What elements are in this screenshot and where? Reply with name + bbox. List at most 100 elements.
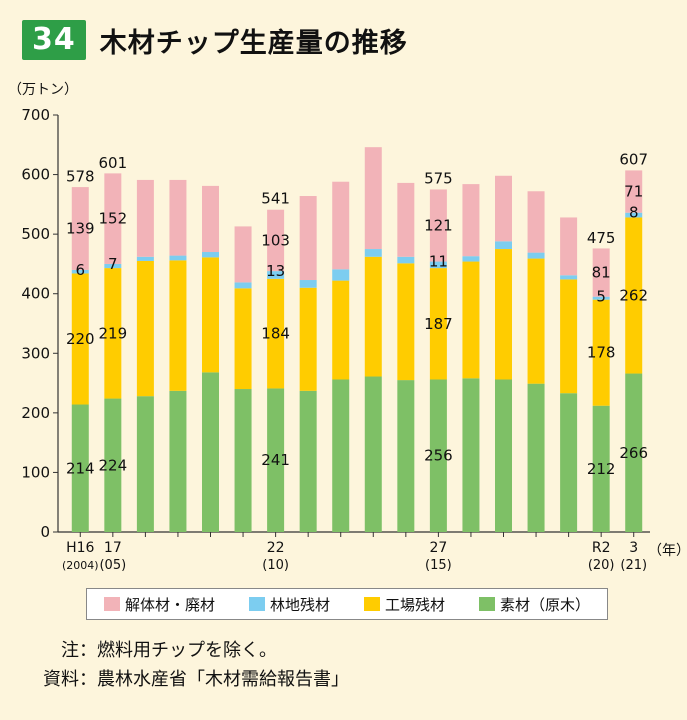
- data-label-forest: 8: [629, 204, 639, 222]
- note-key: 注：: [61, 640, 97, 661]
- y-tick-label: 400: [21, 285, 50, 303]
- y-tick-label: 600: [21, 166, 50, 184]
- data-label-dismantle: 121: [424, 217, 453, 235]
- bar-segment-raw-wood: [592, 405, 610, 532]
- bar-segment-raw-wood: [104, 398, 122, 532]
- bar-segment-dismantle: [234, 226, 252, 283]
- bar-segment-raw-wood: [397, 380, 415, 532]
- footnotes: 注： 燃料用チップを除く。 資料： 農林水産省「木材需給報告書」: [22, 636, 349, 694]
- x-tick-sublabel: (10): [262, 558, 289, 573]
- y-axis-label: （万トン）: [8, 82, 78, 98]
- bar-segment-forest: [202, 252, 219, 258]
- bar-segment-factory: [397, 263, 415, 381]
- bar-segment-raw-wood: [136, 396, 154, 532]
- bar-segment-forest: [234, 282, 252, 289]
- bar-segment-raw-wood: [299, 390, 317, 532]
- bar-segment-raw-wood: [560, 393, 578, 532]
- legend-label-forest: 林地残材: [269, 595, 330, 614]
- bar-segment-forest: [71, 269, 89, 274]
- x-tick-label: 3: [629, 540, 638, 556]
- bar-segment-dismantle: [299, 196, 317, 281]
- x-tick-sublabel: (05): [99, 558, 126, 573]
- y-tick-label: 500: [21, 225, 50, 243]
- bar-segment-forest: [397, 256, 415, 264]
- bar-segment-factory: [495, 249, 512, 380]
- data-label-forest: 5: [596, 288, 606, 306]
- bar-segment-factory: [462, 261, 480, 379]
- legend-item-raw-wood: 素材（原木）: [478, 594, 590, 615]
- data-label-raw-wood: 256: [424, 447, 453, 465]
- bar-segment-raw-wood: [364, 376, 382, 532]
- x-tick-label: 27: [429, 540, 447, 556]
- data-label-raw-wood: 212: [587, 460, 616, 478]
- bar-segment-forest: [267, 271, 285, 279]
- bar-segment-forest: [429, 261, 447, 269]
- y-tick-label: 300: [21, 344, 50, 362]
- data-label-dismantle: 152: [99, 210, 128, 228]
- bar-segment-raw-wood: [495, 379, 512, 532]
- figure-header: 34 木材チップ生産量の推移: [22, 18, 408, 62]
- note-row: 注： 燃料用チップを除く。: [22, 636, 349, 665]
- bar-segment-dismantle: [429, 189, 447, 262]
- bar-segment-factory: [202, 257, 219, 373]
- bar-segment-dismantle: [104, 173, 122, 264]
- bar-segment-factory: [71, 273, 89, 405]
- total-label: 541: [261, 190, 290, 208]
- bar-segment-forest: [625, 212, 643, 218]
- data-label-factory: 219: [99, 324, 128, 342]
- data-label-forest: 11: [429, 253, 448, 271]
- chart-legend: 解体材・廃材 林地残材 工場残材 素材（原木）: [86, 588, 608, 620]
- source-key: 資料：: [43, 669, 97, 690]
- data-label-dismantle: 81: [592, 264, 611, 282]
- bar-segment-factory: [169, 260, 187, 391]
- bar-segment-factory: [104, 268, 122, 399]
- legend-swatch-dismantle: [103, 597, 120, 611]
- bar-segment-raw-wood: [267, 388, 285, 532]
- source-text: 農林水産省「木材需給報告書」: [97, 669, 349, 690]
- x-tick-label: H16: [66, 540, 94, 556]
- bar-segment-dismantle: [527, 191, 545, 253]
- x-tick-label: 22: [267, 540, 285, 556]
- x-tick-label: R2: [592, 540, 611, 556]
- total-label: 607: [619, 150, 648, 168]
- bar-segment-dismantle: [202, 185, 219, 253]
- bar-segment-forest: [299, 280, 317, 288]
- x-tick-sublabel: (21): [620, 558, 647, 573]
- total-label: 475: [587, 229, 616, 247]
- bar-segment-raw-wood: [202, 372, 219, 532]
- bar-segment-forest: [462, 256, 480, 262]
- data-label-factory: 184: [261, 325, 290, 343]
- bar-segment-dismantle: [625, 170, 643, 213]
- bar-segment-forest: [364, 249, 382, 257]
- data-label-dismantle: 139: [66, 219, 95, 237]
- bar-segment-dismantle: [332, 181, 350, 270]
- data-label-raw-wood: 241: [261, 451, 290, 469]
- bar-segment-raw-wood: [462, 378, 480, 532]
- bar-segment-dismantle: [169, 179, 187, 256]
- bar-segment-dismantle: [267, 209, 285, 272]
- bar-segment-dismantle: [71, 187, 89, 270]
- total-label: 601: [99, 154, 128, 172]
- total-label: 578: [66, 168, 95, 186]
- data-label-forest: 13: [266, 262, 285, 280]
- data-label-raw-wood: 266: [619, 444, 648, 462]
- total-label: 575: [424, 169, 453, 187]
- bar-segment-factory: [299, 287, 317, 391]
- data-label-factory: 187: [424, 315, 453, 333]
- bar-segment-factory: [527, 258, 545, 384]
- data-label-dismantle: 103: [261, 231, 290, 249]
- figure-number-badge: 34: [22, 20, 86, 60]
- bar-segment-raw-wood: [527, 383, 545, 532]
- data-label-forest: 6: [76, 261, 86, 279]
- bar-segment-forest: [104, 263, 122, 269]
- data-label-factory: 220: [66, 330, 95, 348]
- y-tick-label: 700: [21, 106, 50, 124]
- bar-segment-raw-wood: [71, 404, 89, 532]
- legend-label-dismantle: 解体材・廃材: [124, 595, 215, 614]
- bar-segment-factory: [234, 288, 252, 390]
- legend-swatch-raw-wood: [478, 597, 495, 611]
- data-label-raw-wood: 214: [66, 459, 95, 477]
- bar-segment-raw-wood: [234, 389, 252, 532]
- x-tick-sublabel: (15): [425, 558, 452, 573]
